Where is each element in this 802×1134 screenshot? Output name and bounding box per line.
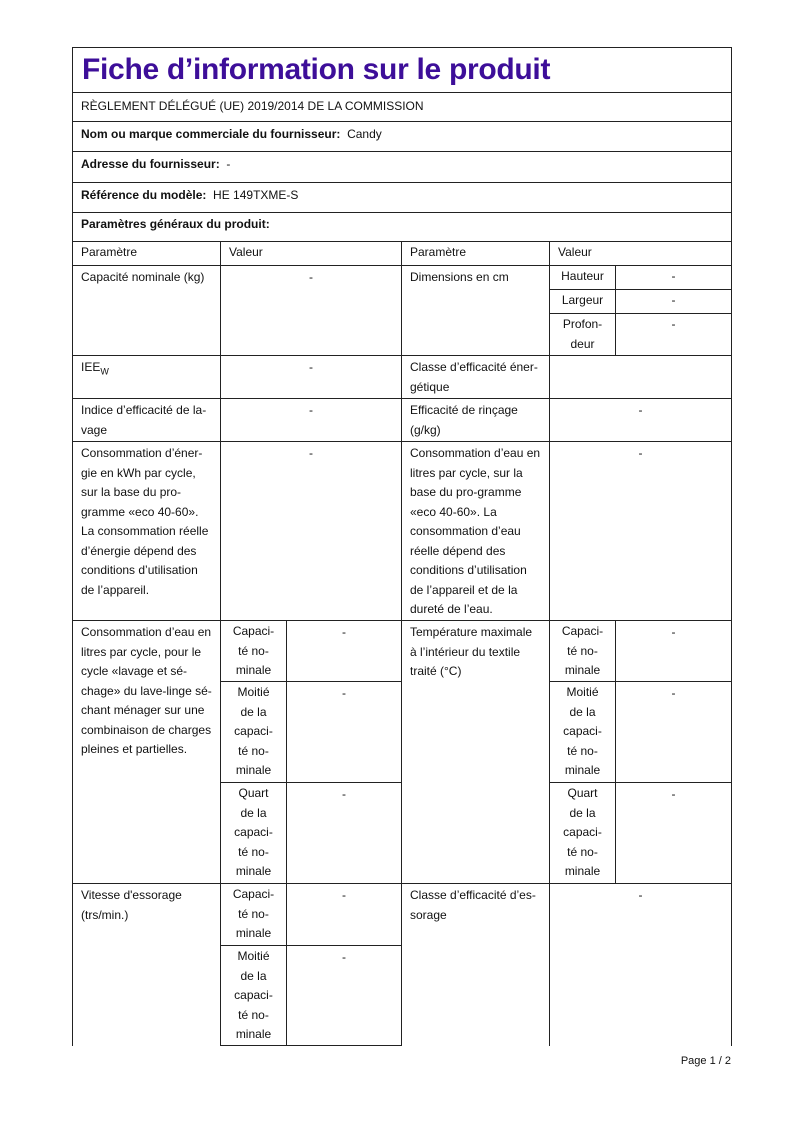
water-dry-half-label: Moitié de la capaci-té no-minale [220, 681, 287, 783]
water-dry-quarter-label: Quart de la capaci-té no-minale [220, 782, 287, 884]
height-label: Hauteur [549, 265, 616, 290]
spin-full-label: Capaci-té no-minale [220, 883, 287, 946]
temp-quarter-value: - [615, 782, 732, 884]
water-dry-half-value: - [286, 681, 402, 783]
temp-label: Température maximale à l’intérieur du te… [401, 620, 550, 884]
ieew-text: IEE [81, 360, 101, 374]
spin-half-value: - [286, 945, 402, 1046]
depth-value: - [615, 313, 732, 356]
energy-label: Consommation d’éner-gie en kWh par cycle… [72, 441, 221, 621]
temp-full-value: - [615, 620, 732, 682]
temp-half-value: - [615, 681, 732, 783]
capacity-label: Capacité nominale (kg) [72, 265, 221, 356]
supplier-label: Nom ou marque commerciale du fournisseur… [81, 127, 341, 141]
page-number: Page 1 / 2 [680, 1055, 731, 1067]
width-label: Largeur [549, 289, 616, 314]
water-dry-full-value: - [286, 620, 402, 682]
supplier-value: Candy [347, 127, 382, 141]
ieew-value: - [220, 355, 402, 399]
ieew-label: IEEW [72, 355, 221, 399]
temp-quarter-label: Quart de la capaci-té no-minale [549, 782, 616, 884]
temp-half-label: Moitié de la capaci-té no-minale [549, 681, 616, 783]
page-title: Fiche d’information sur le produit [72, 47, 732, 93]
address-row: Adresse du fournisseur: - [72, 151, 732, 183]
dimensions-label: Dimensions en cm [401, 265, 550, 356]
temp-full-label: Capaci-té no-minale [549, 620, 616, 682]
spin-class-value: - [549, 883, 732, 1046]
water-dry-quarter-value: - [286, 782, 402, 884]
water-dry-label: Consommation d’eau en litres par cycle, … [72, 620, 221, 884]
supplier-row: Nom ou marque commerciale du fournisseur… [72, 121, 732, 152]
wash-index-label: Indice d’efficacité de la-vage [72, 398, 221, 442]
ieew-sub: W [100, 366, 109, 377]
header-param: Paramètre [401, 241, 550, 266]
spin-full-value: - [286, 883, 402, 946]
energy-class-label: Classe d’efficacité éner-gétique [401, 355, 550, 399]
capacity-value: - [220, 265, 402, 356]
address-value: - [226, 157, 231, 171]
energy-class-value [549, 355, 732, 399]
water-dry-full-label: Capaci-té no-minale [220, 620, 287, 682]
height-value: - [615, 265, 732, 290]
water-label: Consommation d’eau en litres par cycle, … [401, 441, 550, 621]
address-label: Adresse du fournisseur: [81, 157, 220, 171]
model-row: Référence du modèle: HE 149TXME-S [72, 182, 732, 213]
depth-label: Profon-deur [549, 313, 616, 356]
header-param: Paramètre [72, 241, 221, 266]
model-label: Référence du modèle: [81, 188, 207, 202]
water-value: - [549, 441, 732, 621]
header-value: Valeur [549, 241, 732, 266]
spin-label: Vitesse d'essorage (trs/min.) [72, 883, 221, 1046]
regulation: RÈGLEMENT DÉLÉGUÉ (UE) 2019/2014 DE LA C… [72, 92, 732, 122]
spin-half-label: Moitié de la capaci-té no-minale [220, 945, 287, 1046]
header-value: Valeur [220, 241, 402, 266]
wash-index-value: - [220, 398, 402, 442]
general-params: Paramètres généraux du produit: [72, 212, 732, 242]
energy-value: - [220, 441, 402, 621]
rinse-value: - [549, 398, 732, 442]
width-value: - [615, 289, 732, 314]
spin-class-label: Classe d’efficacité d’es-sorage [401, 883, 550, 1046]
rinse-label: Efficacité de rinçage (g/kg) [401, 398, 550, 442]
model-value: HE 149TXME-S [213, 188, 299, 202]
